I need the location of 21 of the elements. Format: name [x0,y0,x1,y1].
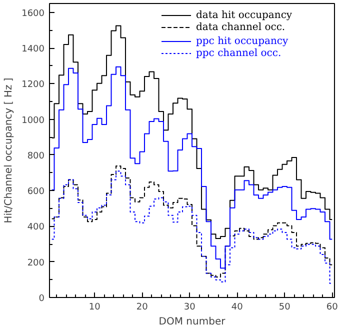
legend-label: data channel occ. [196,21,286,33]
x-tick-label: 40 [231,302,244,312]
legend-label: ppc hit occupancy [196,35,288,47]
y-axis-title: Hit/Channel occupancy [ Hz ] [4,78,15,224]
y-tick-label: 400 [27,222,45,233]
x-tick-label: 10 [88,302,101,312]
x-tick-label: 20 [136,302,148,312]
x-tick-label: 30 [184,302,196,312]
y-tick-label: 800 [27,151,45,162]
y-tick-label: 1600 [22,8,45,19]
legend-label: data hit occupancy [196,9,292,21]
y-tick-label: 600 [27,187,45,198]
x-tick-label: 60 [326,302,338,312]
y-tick-label: 200 [27,258,45,268]
x-tick-label: 50 [278,302,291,312]
legend-label: ppc channel occ. [196,47,282,59]
y-tick-label: 1000 [22,116,45,126]
y-tick-label: 1400 [22,44,45,55]
y-tick-label: 1200 [22,80,45,90]
y-tick-label: 0 [38,294,45,304]
x-axis-title: DOM number [158,316,226,328]
